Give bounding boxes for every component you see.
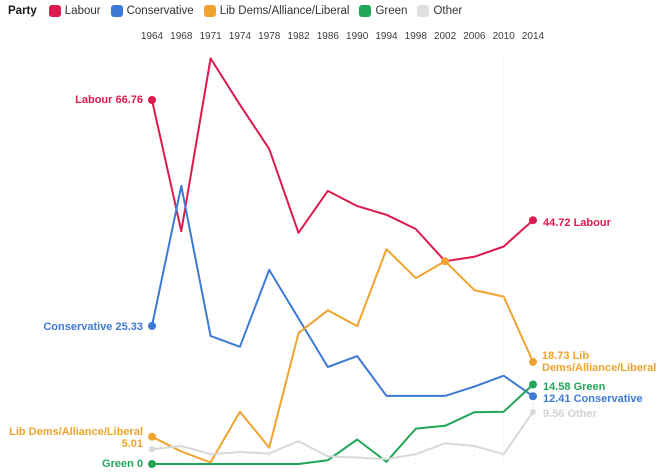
other-swatch-icon [417,5,430,17]
libdem-start-label-line1: Lib Dems/Alliance/Liberal [9,426,143,438]
series-point-marker [530,408,536,415]
libdem-start-label: Lib Dems/Alliance/Liberal 5.01 [9,426,143,450]
series-point-marker [441,257,450,266]
conservative-start-label: Conservative 25.33 [43,321,143,333]
series-line-other [151,410,534,461]
series-point-marker [148,321,156,330]
libdem-start-label-line2: 5.01 [121,438,143,450]
conservative-swatch-icon [110,5,123,17]
x-axis-tick-label: 2010 [492,31,515,42]
x-axis-tick-label: 1968 [170,31,193,42]
x-axis-tick-label: 1978 [258,31,281,42]
x-axis-tick-label: 1974 [228,31,252,42]
legend-item-label: Other [433,5,463,17]
green-end-label: 14.58 Green [543,381,606,393]
chart-legend: Party Labour Conservative Lib Dems/Allia… [8,5,462,17]
series-point-marker [149,446,155,453]
legend-item-libdem: Lib Dems/Alliance/Liberal [203,5,350,17]
x-axis-tick-label: 2014 [521,31,545,42]
green-start-label: Green 0 [102,458,143,470]
series-point-marker [529,216,537,225]
legend-item-label: Conservative [126,5,194,17]
series-point-marker [148,96,156,104]
labour-swatch-icon [48,5,61,17]
x-axis-tick-label: 2002 [433,31,457,42]
series-point-marker [529,392,537,401]
x-axis-tick-label: 1994 [375,31,398,42]
legend-item-label: Labour [64,5,101,17]
x-axis-tick-label: 1990 [346,31,369,42]
legend-item-conservative: Conservative [110,5,194,17]
libdem-end-label: 18.73 Lib Dems/Alliance/Liberal [542,350,657,374]
series-point-marker [529,357,537,366]
x-axis-tick-label: 1986 [316,31,339,42]
series-line-green [151,383,534,465]
other-end-label: 9.56 Other [543,408,597,420]
legend-item-label: Lib Dems/Alliance/Liberal [219,5,350,17]
legend-item-other: Other [417,5,462,17]
legend-title: Party [8,5,37,17]
series-line-lib-dems-alliance-liberal [151,248,534,464]
libdem-swatch-icon [203,5,216,17]
legend-item-label: Green [375,5,408,17]
x-axis-tick-label: 1998 [404,31,427,42]
x-axis-labels: 1964 1968 1971 1974 1978 1982 1986 1990 1994 1998… [0,31,660,45]
x-axis-tick-label: 2006 [463,31,486,42]
conservative-end-label: 12.41 Conservative [543,393,643,405]
legend-item-green: Green [359,5,407,17]
legend-item-labour: Labour [48,5,101,17]
labour-end-label: 44.72 Labour [543,217,611,229]
series-line-conservative [151,184,534,398]
x-axis-tick-label: 1971 [199,31,222,42]
series-line-labour [151,57,534,263]
green-swatch-icon [359,5,372,17]
labour-start-label: Labour 66.76 [75,94,143,106]
series-point-marker [529,380,537,389]
series-point-marker [148,432,156,441]
x-axis-tick-label: 1964 [140,31,164,42]
x-axis-tick-label: 1982 [287,31,310,42]
series-point-marker [148,460,156,468]
